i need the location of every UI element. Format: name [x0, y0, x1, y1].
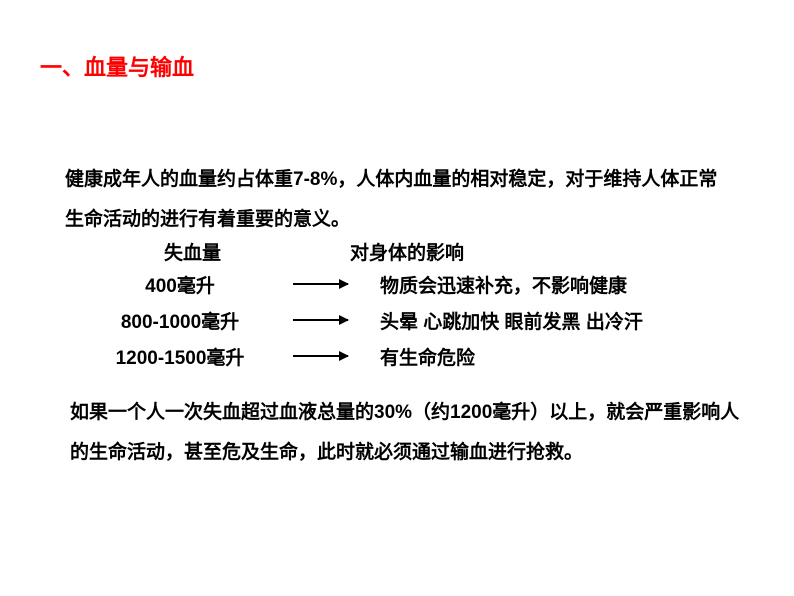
effect-cell: 有生命危险	[365, 343, 754, 370]
section-title: 一、血量与输血	[40, 50, 194, 82]
table-row: 400毫升 物质会迅速补充，不影响健康	[65, 269, 754, 299]
arrow-icon	[293, 319, 348, 321]
amount-cell: 400毫升	[65, 271, 275, 298]
effect-cell: 头晕 心跳加快 眼前发黑 出冷汗	[365, 307, 754, 334]
arrow-icon	[293, 283, 348, 285]
intro-paragraph: 健康成年人的血量约占体重7-8%，人体内血量的相对稳定，对于维持人体正常生命活动…	[65, 160, 734, 240]
arrow-icon	[293, 355, 348, 357]
intro-text: 健康成年人的血量约占体重7-8%，人体内血量的相对稳定，对于维持人体正常生命活动…	[65, 169, 717, 230]
header-amount: 失血量	[65, 238, 280, 265]
header-effect: 对身体的影响	[280, 238, 754, 265]
conclusion-paragraph: 如果一个人一次失血超过血液总量的30%（约1200毫升）以上，就会严重影响人的生…	[70, 393, 744, 473]
amount-cell: 1200-1500毫升	[65, 343, 275, 370]
table-row: 800-1000毫升 头晕 心跳加快 眼前发黑 出冷汗	[65, 305, 754, 335]
arrow-cell	[275, 355, 365, 357]
table-header: 失血量 对身体的影响	[65, 238, 754, 265]
title-text: 一、血量与输血	[40, 55, 194, 80]
arrow-cell	[275, 319, 365, 321]
conclusion-text: 如果一个人一次失血超过血液总量的30%（约1200毫升）以上，就会严重影响人的生…	[70, 402, 739, 463]
effect-cell: 物质会迅速补充，不影响健康	[365, 271, 754, 298]
arrow-cell	[275, 283, 365, 285]
amount-cell: 800-1000毫升	[65, 307, 275, 334]
blood-loss-table: 失血量 对身体的影响 400毫升 物质会迅速补充，不影响健康 800-1000毫…	[65, 238, 754, 377]
table-row: 1200-1500毫升 有生命危险	[65, 341, 754, 371]
